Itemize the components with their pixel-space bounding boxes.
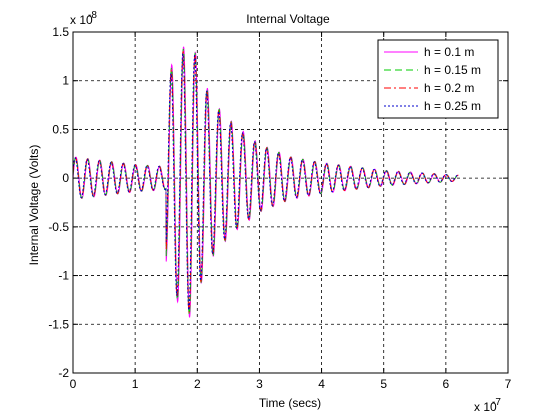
plot-area-frame (72, 31, 509, 374)
y-tick-label: 1 (62, 74, 69, 88)
x-exponent-label: x 10 -7 (474, 397, 501, 414)
y-exponent-label: x 10 -8 (70, 10, 97, 27)
y-tick-label: -1 (58, 269, 69, 283)
x-axis-label: Time (secs) (259, 396, 321, 410)
x-exponent-power: -7 (492, 397, 501, 408)
y-tick-label: -0.5 (48, 220, 69, 234)
legend-entry-label: h = 0.2 m (424, 81, 474, 95)
y-tick-label: -1.5 (48, 317, 69, 331)
legend-box (377, 39, 499, 119)
x-tick-label: 5 (380, 377, 387, 391)
x-tick-label: 1 (132, 377, 139, 391)
y-tick-label: -2 (58, 366, 69, 380)
x-tick-label: 4 (318, 377, 325, 391)
x-axis-ticks: 0 1 2 3 4 5 6 7 (70, 32, 512, 391)
series-line-2 (72, 51, 459, 313)
y-exponent-base: x 10 (70, 13, 93, 27)
plot-lines (72, 46, 459, 318)
y-exponent-power: -8 (88, 10, 97, 21)
legend-entry-label: h = 0.25 m (424, 99, 481, 113)
x-tick-label: 2 (194, 377, 201, 391)
x-tick-label: 6 (443, 377, 450, 391)
x-tick-label: 0 (70, 377, 77, 391)
chart-title: Internal Voltage (246, 12, 330, 26)
y-tick-label: 0 (62, 171, 69, 185)
x-exponent-base: x 10 (474, 400, 497, 414)
y-tick-label: 1.5 (52, 25, 69, 39)
legend-entry-label: h = 0.15 m (424, 63, 481, 77)
x-tick-label: 3 (256, 377, 263, 391)
legend: h = 0.1 m h = 0.15 m h = 0.2 m h = 0.25 m (377, 39, 499, 119)
legend-entry-label: h = 0.1 m (424, 45, 474, 59)
x-tick-label: 7 (505, 377, 512, 391)
y-tick-label: 0.5 (52, 122, 69, 136)
y-axis-label: Internal Voltage (Volts) (27, 145, 41, 266)
series-line-3 (72, 53, 459, 311)
